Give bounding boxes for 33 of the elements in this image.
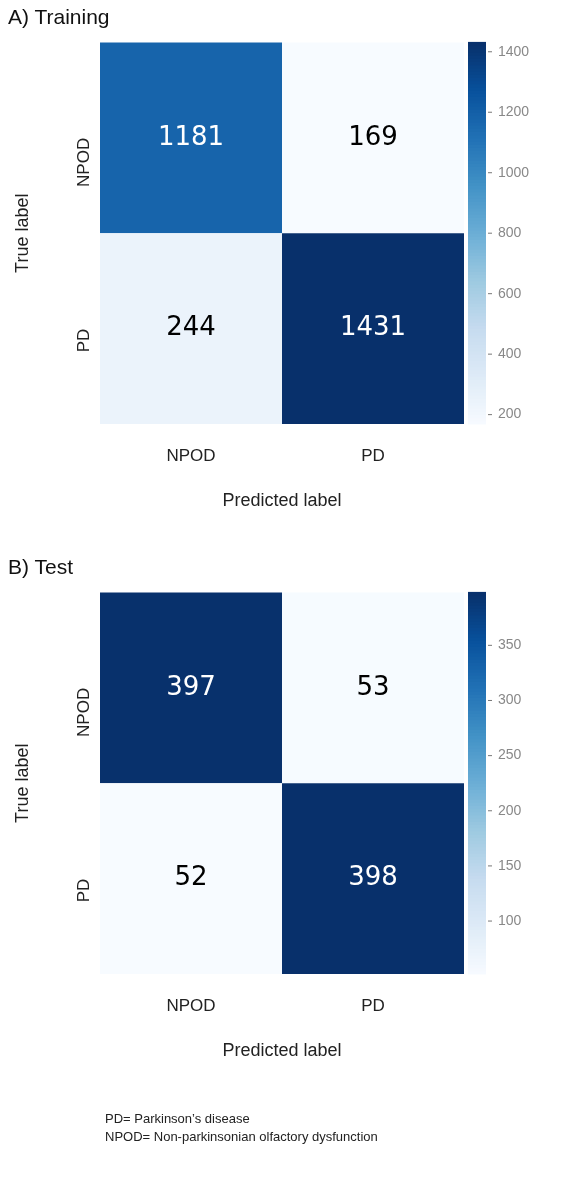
- y-tick-label: NPOD: [73, 137, 93, 187]
- y-tick-label: PD: [73, 328, 93, 353]
- data-label: 169: [348, 120, 398, 151]
- color-bar-label: 250: [498, 746, 522, 763]
- y-axis-title: True label: [11, 193, 32, 273]
- data-label: 1431: [339, 311, 407, 342]
- text: NPOD= Non-parkinsonian olfactory dysfunction: [105, 1128, 379, 1146]
- color-bar-label: 1000: [498, 163, 530, 180]
- color-bar-label: 150: [498, 856, 522, 873]
- color-bar-label: 200: [498, 801, 522, 818]
- y-axis-title: True label: [11, 743, 32, 823]
- chart-title: B) Test: [8, 554, 74, 578]
- chart-title: A) Training: [8, 4, 110, 28]
- color-bar-label: 800: [498, 224, 522, 241]
- text: PD= Parkinson’s disease: [105, 1110, 251, 1128]
- data-label: 1181: [157, 120, 225, 151]
- color-bar-label: 1400: [498, 42, 530, 59]
- color-bar-label: 100: [498, 911, 522, 928]
- color-bar-label: 400: [498, 345, 522, 362]
- x-axis-title: Predicted label: [222, 1040, 342, 1061]
- color-bar-label: 1200: [498, 103, 530, 120]
- y-tick-label: PD: [73, 878, 93, 903]
- data-label: 244: [166, 311, 216, 342]
- color-bar-label: 200: [498, 405, 522, 422]
- data-label: 53: [356, 670, 390, 701]
- color-bar-label: 600: [498, 284, 522, 301]
- color-bar-label: 300: [498, 691, 522, 708]
- y-tick-label: NPOD: [73, 687, 93, 737]
- data-label: 398: [348, 861, 398, 892]
- data-label: 52: [174, 861, 208, 892]
- x-axis-title: Predicted label: [222, 490, 342, 511]
- data-label: 397: [166, 670, 216, 701]
- color-bar-label: 350: [498, 636, 522, 653]
